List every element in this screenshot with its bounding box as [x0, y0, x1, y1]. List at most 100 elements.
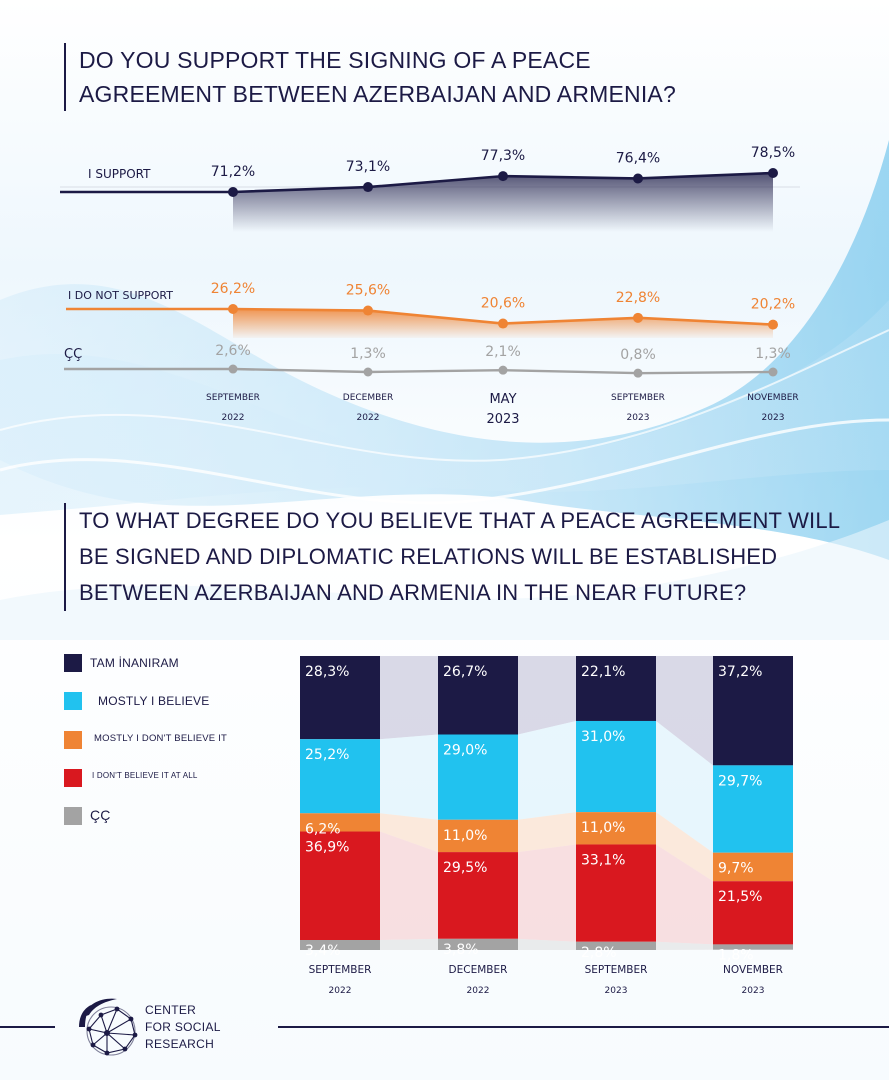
notsupport-value-label: 22,8% — [616, 290, 660, 306]
org-name-line: FOR SOCIAL — [145, 1020, 221, 1034]
title-line: BETWEEN AZERBAIJAN AND ARMENIA IN THE NE… — [79, 580, 747, 605]
dk-bar-segment — [713, 944, 793, 950]
dk-ribbon — [518, 938, 576, 950]
dk-value-label: 0,8% — [620, 347, 656, 363]
full-bar-segment — [713, 656, 793, 766]
mostlynot-ribbon — [656, 812, 713, 882]
dk-bar-segment — [438, 938, 518, 950]
full-bar-segment — [438, 656, 518, 735]
footer-rule-right — [278, 1026, 889, 1028]
dk-bar-segment — [576, 941, 656, 950]
legend-label: ÇÇ — [90, 807, 111, 823]
mostlynot-value-label: 9,7% — [718, 861, 754, 877]
dk-value-label: 1,3% — [755, 346, 791, 362]
support-area — [233, 173, 773, 232]
full-ribbon — [380, 656, 438, 740]
dk-ribbon — [656, 941, 713, 950]
support-point — [498, 171, 508, 182]
dk-value-label: 3,4% — [305, 943, 341, 959]
x-tick-month: DECEMBER — [343, 393, 393, 403]
notatall-value-label: 36,9% — [305, 840, 349, 856]
notsupport-point — [633, 312, 643, 323]
mostly-ribbon — [380, 734, 438, 820]
notsupport-line — [66, 307, 774, 326]
notsupport-value-label: 20,6% — [481, 296, 525, 312]
notsupport-value-label: 25,6% — [346, 283, 390, 299]
question-1-title: DO YOU SUPPORT THE SIGNING OF A PEACE AG… — [64, 43, 676, 111]
dk-point — [633, 368, 643, 378]
notsupport-value-label: 20,2% — [751, 297, 795, 313]
x-tick-month: NOVEMBER — [723, 964, 783, 976]
notatall-ribbon — [656, 844, 713, 945]
x-tick-year: 2023 — [742, 986, 765, 996]
support-value-label: 76,4% — [616, 150, 660, 166]
full-value-label: 37,2% — [718, 664, 762, 680]
title-line: AGREEMENT BETWEEN AZERBAIJAN AND ARMENIA… — [79, 81, 676, 107]
org-name-line: RESEARCH — [145, 1037, 215, 1051]
mostly-bar-segment — [438, 734, 518, 820]
organization-name: CENTER FOR SOCIAL RESEARCH — [145, 1002, 221, 1053]
x-tick-month: SEPTEMBER — [585, 964, 648, 976]
support-value-label: 77,3% — [481, 148, 525, 164]
x-tick-year: 2022 — [467, 986, 490, 996]
support-line — [60, 171, 774, 194]
legend-swatch — [64, 731, 82, 749]
support-series-name: I SUPPORT — [88, 167, 151, 181]
mostly-bar-segment — [713, 765, 793, 853]
notatall-ribbon — [518, 844, 576, 942]
support-line-chart: 71,2% 73,1% 77,3% 76,4% 78,5% 26,2% 25,6% 20,6%… — [60, 145, 800, 427]
notatall-value-label: 33,1% — [581, 852, 625, 868]
dk-bar-segment — [300, 940, 380, 950]
x-tick-year: 2022 — [222, 413, 245, 423]
support-value-label: 73,1% — [346, 159, 390, 175]
full-value-label: 28,3% — [305, 664, 349, 680]
mostlynot-bar-segment — [576, 812, 656, 845]
notatall-ribbon — [380, 831, 438, 941]
mostly-bar-segment — [576, 720, 656, 813]
globe-network-icon — [79, 998, 138, 1056]
x-tick-month: SEPTEMBER — [309, 964, 372, 976]
full-ribbon — [656, 656, 713, 766]
notsupport-area — [233, 309, 773, 338]
mostlynot-value-label: 6,2% — [305, 821, 341, 837]
support-point — [228, 187, 238, 197]
notatall-bar-segment — [438, 852, 518, 939]
dk-point — [228, 364, 238, 374]
full-bar-segment — [300, 656, 380, 740]
dk-value-label: 1,3% — [350, 346, 386, 362]
dk-value-label: 1,8% — [718, 947, 754, 963]
belief-stacked-bar-chart: 28,3% 26,7% 22,1% 37,2% 25,2% 29,0% 31,0% 29,7%… — [300, 656, 793, 996]
x-tick-month: DECEMBER — [449, 964, 508, 976]
mostly-value-label: 25,2% — [305, 747, 349, 763]
support-value-label: 78,5% — [751, 145, 795, 161]
mostlynot-value-label: 11,0% — [581, 820, 625, 836]
notsupport-point — [498, 318, 508, 329]
mostly-value-label: 29,0% — [443, 742, 487, 758]
legend-label: MOSTLY I BELIEVE — [98, 694, 210, 708]
x-tick-month: SEPTEMBER — [611, 393, 665, 403]
title-line: BE SIGNED AND DIPLOMATIC RELATIONS WILL … — [79, 544, 778, 569]
notatall-value-label: 29,5% — [443, 860, 487, 876]
dk-point — [768, 367, 778, 377]
legend-swatch — [64, 769, 82, 787]
mostlynot-bar-segment — [713, 852, 793, 882]
mostlynot-bar-segment — [300, 813, 380, 832]
x-tick-month: SEPTEMBER — [206, 393, 260, 403]
support-value-label: 71,2% — [211, 164, 255, 180]
x-tick-month: NOVEMBER — [747, 393, 798, 403]
question-2-title: TO WHAT DEGREE DO YOU BELIEVE THAT A PEA… — [64, 503, 840, 611]
mostlynot-bar-segment — [438, 819, 518, 853]
legend-swatch — [64, 692, 82, 710]
dk-series-name: ÇÇ — [64, 347, 82, 362]
mostlynot-ribbon — [380, 813, 438, 853]
x-tick-year: 2023 — [627, 413, 650, 423]
mostly-ribbon — [518, 720, 576, 820]
notsupport-point — [363, 305, 373, 316]
dk-point — [498, 365, 508, 375]
x-tick-year: 2023 — [762, 413, 785, 423]
mostly-ribbon — [656, 720, 713, 853]
notatall-bar-segment — [300, 831, 380, 941]
x-tick-month: MAY — [489, 392, 516, 407]
support-point — [633, 173, 643, 184]
legend-swatch — [64, 807, 82, 825]
